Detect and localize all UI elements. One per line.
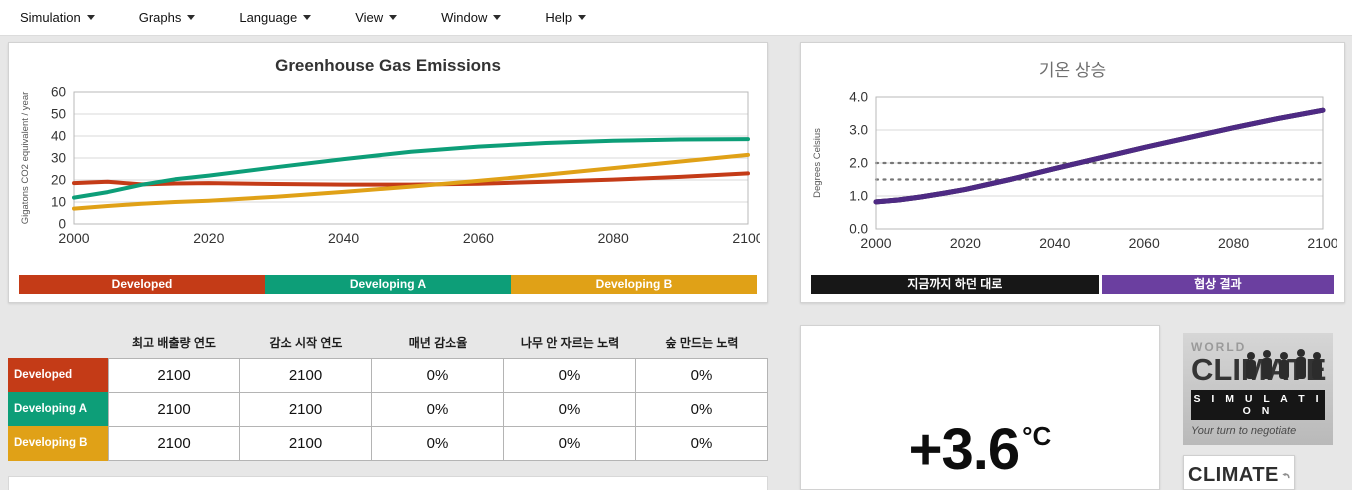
menu-label: Simulation bbox=[20, 10, 81, 25]
temperature-value: +3.6 bbox=[908, 417, 1020, 482]
wcs-world-text: WORLD bbox=[1191, 340, 1247, 354]
menu-label: Window bbox=[441, 10, 488, 25]
table-row: Developing A 2100 2100 0% 0% 0% bbox=[8, 392, 768, 427]
svg-text:0.0: 0.0 bbox=[849, 222, 868, 237]
wcs-tagline-text: Your turn to negotiate bbox=[1191, 424, 1297, 437]
temperature-chart: 0.0 1.0 2.0 3.0 4.0 2000 2020 2040 2060 2080 2100 D… bbox=[812, 90, 1337, 252]
menu-label: Language bbox=[239, 10, 298, 25]
menu-label: Help bbox=[545, 10, 573, 25]
menu-help[interactable]: Help bbox=[531, 0, 600, 35]
table-cell[interactable]: 2100 bbox=[240, 358, 372, 393]
ci-climate-text: CLIMATE bbox=[1188, 464, 1279, 486]
svg-text:2020: 2020 bbox=[950, 235, 981, 251]
table-cell[interactable]: 2100 bbox=[240, 392, 372, 427]
svg-text:30: 30 bbox=[51, 151, 66, 166]
svg-text:2060: 2060 bbox=[1129, 235, 1160, 251]
table-header-afforestation: 숲 만드는 노력 bbox=[665, 335, 739, 350]
chevron-down-icon bbox=[86, 15, 95, 20]
legend-business-as-usual: 지금까지 하던 대로 bbox=[811, 275, 1099, 294]
temperature-readout: +3.6 °C bbox=[801, 416, 1159, 483]
svg-text:2100: 2100 bbox=[1307, 235, 1337, 251]
chevron-down-icon bbox=[303, 15, 312, 20]
svg-text:60: 60 bbox=[51, 85, 66, 100]
table-header-peak-year: 최고 배출량 연도 bbox=[132, 335, 216, 350]
svg-text:2040: 2040 bbox=[1039, 235, 1070, 251]
table-cell[interactable]: 0% bbox=[636, 392, 768, 427]
svg-text:Degrees Celsius: Degrees Celsius bbox=[812, 128, 823, 198]
menu-window[interactable]: Window bbox=[427, 0, 515, 35]
chevron-down-icon bbox=[578, 15, 587, 20]
menu-language[interactable]: Language bbox=[225, 0, 325, 35]
row-label-developing-b: Developing B bbox=[8, 426, 108, 461]
table-cell[interactable]: 0% bbox=[636, 358, 768, 393]
legend-developing-a: Developing A bbox=[265, 275, 511, 294]
emissions-panel: Greenhouse Gas Emissions 0 10 20 30 40 50 60 20… bbox=[8, 42, 768, 303]
menu-label: View bbox=[355, 10, 384, 25]
table-header-reduction-start: 감소 시작 연도 bbox=[269, 335, 343, 350]
row-label-developed: Developed bbox=[8, 358, 108, 393]
table-cell[interactable]: 0% bbox=[372, 358, 504, 393]
svg-text:50: 50 bbox=[51, 107, 66, 122]
menu-label: Graphs bbox=[138, 10, 182, 25]
svg-text:10: 10 bbox=[51, 195, 66, 210]
inputs-table: 최고 배출량 연도 감소 시작 연도 매년 감소율 나무 안 자르는 노력 숲 … bbox=[8, 330, 768, 461]
temperature-unit: °C bbox=[1022, 421, 1052, 451]
svg-text:2080: 2080 bbox=[598, 230, 629, 246]
curved-arrow-icon bbox=[1282, 472, 1290, 479]
svg-text:1.0: 1.0 bbox=[849, 189, 868, 204]
table-cell[interactable]: 2100 bbox=[108, 392, 240, 427]
svg-text:2000: 2000 bbox=[58, 230, 89, 246]
svg-text:4.0: 4.0 bbox=[849, 90, 868, 105]
svg-text:2080: 2080 bbox=[1218, 235, 1249, 251]
svg-text:0: 0 bbox=[58, 217, 66, 232]
table-header-annual-rate: 매년 감소율 bbox=[408, 335, 468, 350]
table-row: Developed 2100 2100 0% 0% 0% bbox=[8, 358, 768, 393]
table-cell[interactable]: 0% bbox=[372, 426, 504, 461]
world-climate-simulation-logo: WORLD CLIMATE S I M U L A T I O N Your t… bbox=[1183, 333, 1333, 445]
svg-text:3.0: 3.0 bbox=[849, 123, 868, 138]
table-cell[interactable]: 0% bbox=[504, 358, 636, 393]
svg-text:2000: 2000 bbox=[860, 235, 891, 251]
chevron-down-icon bbox=[187, 15, 196, 20]
table-cell[interactable]: 0% bbox=[636, 426, 768, 461]
table-cell[interactable]: 2100 bbox=[108, 426, 240, 461]
climate-interactive-logo: CLIMATE bbox=[1183, 455, 1295, 490]
emissions-chart: 0 10 20 30 40 50 60 2000 2020 2040 2060 2080 2100 Gig… bbox=[20, 85, 760, 247]
menu-view[interactable]: View bbox=[341, 0, 411, 35]
emissions-chart-title: Greenhouse Gas Emissions bbox=[275, 56, 501, 75]
legend-developed: Developed bbox=[19, 275, 265, 294]
svg-text:Gigatons CO2 equivalent / year: Gigatons CO2 equivalent / year bbox=[20, 92, 31, 225]
table-cell[interactable]: 2100 bbox=[240, 426, 372, 461]
emissions-legend: Developed Developing A Developing B bbox=[19, 275, 757, 294]
menu-graphs[interactable]: Graphs bbox=[125, 0, 210, 35]
chevron-down-icon bbox=[493, 15, 502, 20]
people-silhouettes-icon bbox=[1246, 349, 1322, 379]
temperature-readout-panel: +3.6 °C bbox=[800, 325, 1160, 490]
svg-text:2060: 2060 bbox=[463, 230, 494, 246]
chevron-down-icon bbox=[389, 15, 398, 20]
table-cell[interactable]: 0% bbox=[504, 426, 636, 461]
table-cell[interactable]: 2100 bbox=[108, 358, 240, 393]
table-cell[interactable]: 0% bbox=[372, 392, 504, 427]
svg-text:2100: 2100 bbox=[732, 230, 760, 246]
svg-text:2020: 2020 bbox=[193, 230, 224, 246]
legend-negotiation-result: 협상 결과 bbox=[1101, 275, 1334, 294]
svg-text:2.0: 2.0 bbox=[849, 156, 868, 171]
legend-developing-b: Developing B bbox=[511, 275, 757, 294]
temperature-legend: 지금까지 하던 대로 협상 결과 bbox=[811, 275, 1334, 294]
temperature-chart-title: 기온 상승 bbox=[1038, 61, 1107, 80]
row-label-developing-a: Developing A bbox=[8, 392, 108, 427]
temperature-panel: 기온 상승 0.0 1.0 2.0 3.0 4.0 2000 2020 2040 2060 208… bbox=[800, 42, 1345, 303]
svg-text:20: 20 bbox=[51, 173, 66, 188]
svg-text:40: 40 bbox=[51, 129, 66, 144]
table-header-deforestation: 나무 안 자르는 노력 bbox=[520, 335, 620, 350]
svg-text:2040: 2040 bbox=[328, 230, 359, 246]
wcs-simulation-text: S I M U L A T I O N bbox=[1191, 389, 1325, 420]
table-cell[interactable]: 0% bbox=[504, 392, 636, 427]
table-header-row: 최고 배출량 연도 감소 시작 연도 매년 감소율 나무 안 자르는 노력 숲 … bbox=[8, 330, 768, 354]
menu-simulation[interactable]: Simulation bbox=[6, 0, 109, 35]
table-row: Developing B 2100 2100 0% 0% 0% bbox=[8, 426, 768, 461]
panel-edge bbox=[8, 476, 768, 490]
menu-bar: Simulation Graphs Language View Window H… bbox=[0, 0, 1352, 36]
